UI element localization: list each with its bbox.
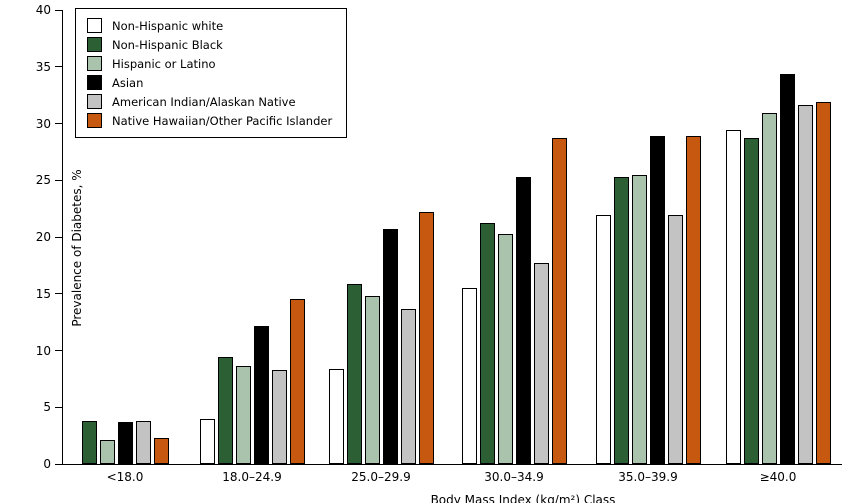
bar-group <box>81 421 169 464</box>
bar <box>515 177 531 464</box>
bar <box>479 223 495 464</box>
legend-label: Native Hawaiian/Other Pacific Islander <box>112 113 333 128</box>
bar <box>289 299 305 464</box>
bar <box>761 113 777 464</box>
y-tick-label: 10 <box>35 343 51 358</box>
y-tick-mark <box>55 179 62 181</box>
bar <box>797 105 813 464</box>
x-tick-label: 30.0–34.9 <box>484 470 544 484</box>
legend-item: Native Hawaiian/Other Pacific Islander <box>87 113 332 128</box>
bar <box>135 421 151 464</box>
x-axis-title: Body Mass Index (kg/m²) Class <box>430 493 616 503</box>
y-tick-label: 20 <box>35 230 51 244</box>
bar <box>235 366 251 464</box>
bar <box>533 263 549 464</box>
plot-area: Prevalence of Diabetes, % 0 5 10 15 20 25 30 35… <box>36 4 842 503</box>
y-tick-mark <box>55 406 62 408</box>
y-tick-mark <box>55 9 62 11</box>
y-tick-mark <box>55 350 62 351</box>
x-tick-label: 35.0–39.9 <box>618 470 678 484</box>
y-tick-mark <box>55 293 62 295</box>
y-tick-label: 35 <box>35 59 51 74</box>
legend-label: Hispanic or Latino <box>112 56 216 71</box>
bar <box>253 326 269 464</box>
legend-item: Asian <box>87 75 332 90</box>
y-tick-mark <box>55 123 62 124</box>
bar-group <box>199 299 305 464</box>
bar <box>667 215 683 464</box>
bar <box>461 288 477 464</box>
bar <box>99 440 115 464</box>
bar <box>649 136 665 464</box>
x-tick-label: ≥40.0 <box>759 470 797 484</box>
bar <box>743 138 759 464</box>
legend-label: American Indian/Alaskan Native <box>112 94 296 109</box>
bar <box>346 284 362 464</box>
y-tick-label: 0 <box>43 457 51 471</box>
y-tick-mark <box>55 463 62 465</box>
bar-group <box>461 138 567 464</box>
bar <box>595 215 611 464</box>
y-tick-label: 30 <box>35 116 51 131</box>
bar <box>685 136 701 464</box>
legend-item: Non-Hispanic Black <box>87 37 332 52</box>
bar-group <box>328 212 434 464</box>
y-tick-label: 15 <box>35 286 51 301</box>
bar <box>725 130 741 464</box>
bar <box>497 234 513 464</box>
x-tick-label: 18.0–24.9 <box>222 470 282 484</box>
legend-label: Non-Hispanic white <box>112 18 224 33</box>
bar-group <box>725 74 831 464</box>
bar <box>815 102 831 464</box>
bar <box>81 421 97 464</box>
legend-swatch-icon <box>87 113 102 128</box>
legend-label: Asian <box>112 75 144 90</box>
bar <box>328 369 344 464</box>
y-axis-title: Prevalence of Diabetes, % <box>70 169 84 327</box>
bar <box>551 138 567 464</box>
legend-item: American Indian/Alaskan Native <box>87 94 332 109</box>
y-tick-mark <box>55 66 62 68</box>
bar <box>217 357 233 464</box>
bar <box>153 438 169 464</box>
legend: Non-Hispanic white Non-Hispanic Black Hisp… <box>75 8 348 138</box>
x-tick-label: <18.0 <box>106 470 144 484</box>
bar <box>364 296 380 464</box>
legend-swatch-icon <box>87 94 102 109</box>
y-tick-label: 5 <box>43 400 51 415</box>
y-tick-mark <box>55 236 62 238</box>
bar <box>613 177 629 464</box>
bar <box>199 419 215 464</box>
bar-group <box>595 136 701 464</box>
bar <box>631 175 647 464</box>
x-tick-label: 25.0–29.9 <box>351 470 411 484</box>
legend-item: Non-Hispanic white <box>87 18 332 33</box>
bar <box>117 422 133 464</box>
legend-label: Non-Hispanic Black <box>112 37 223 52</box>
legend-swatch-icon <box>87 75 102 90</box>
legend-swatch-icon <box>87 37 102 52</box>
bar <box>271 370 287 464</box>
legend-swatch-icon <box>87 56 102 71</box>
legend-item: Hispanic or Latino <box>87 56 332 71</box>
bar <box>382 229 398 464</box>
y-tick-label: 25 <box>35 173 51 188</box>
y-tick-label: 40 <box>35 3 51 17</box>
bar <box>779 74 795 464</box>
legend-swatch-icon <box>87 18 102 33</box>
bar <box>418 212 434 464</box>
bar <box>400 309 416 464</box>
